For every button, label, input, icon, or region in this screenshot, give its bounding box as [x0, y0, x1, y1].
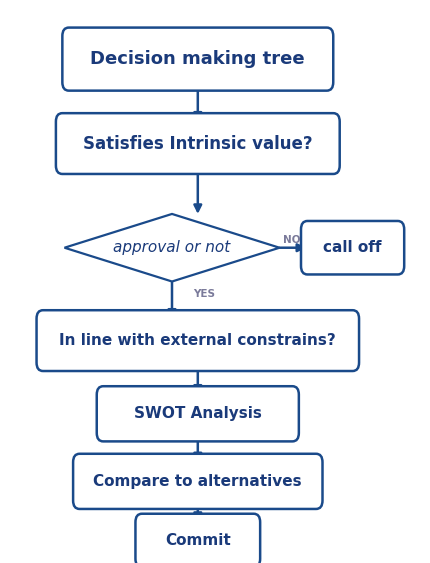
Text: SWOT Analysis: SWOT Analysis: [134, 406, 262, 421]
FancyBboxPatch shape: [73, 454, 322, 509]
Text: Satisfies Intrinsic value?: Satisfies Intrinsic value?: [83, 135, 313, 153]
FancyBboxPatch shape: [301, 221, 404, 274]
FancyBboxPatch shape: [37, 310, 359, 371]
Text: In line with external constrains?: In line with external constrains?: [59, 333, 336, 348]
FancyBboxPatch shape: [56, 113, 340, 174]
Text: Compare to alternatives: Compare to alternatives: [93, 474, 302, 489]
Text: YES: YES: [193, 289, 215, 300]
Text: approval or not: approval or not: [114, 240, 230, 255]
Polygon shape: [64, 214, 280, 282]
Text: NO: NO: [283, 235, 300, 245]
FancyBboxPatch shape: [97, 386, 299, 441]
Text: Decision making tree: Decision making tree: [90, 50, 305, 68]
FancyBboxPatch shape: [135, 513, 260, 563]
FancyBboxPatch shape: [62, 28, 333, 91]
Text: call off: call off: [323, 240, 382, 255]
Text: Commit: Commit: [165, 533, 230, 548]
